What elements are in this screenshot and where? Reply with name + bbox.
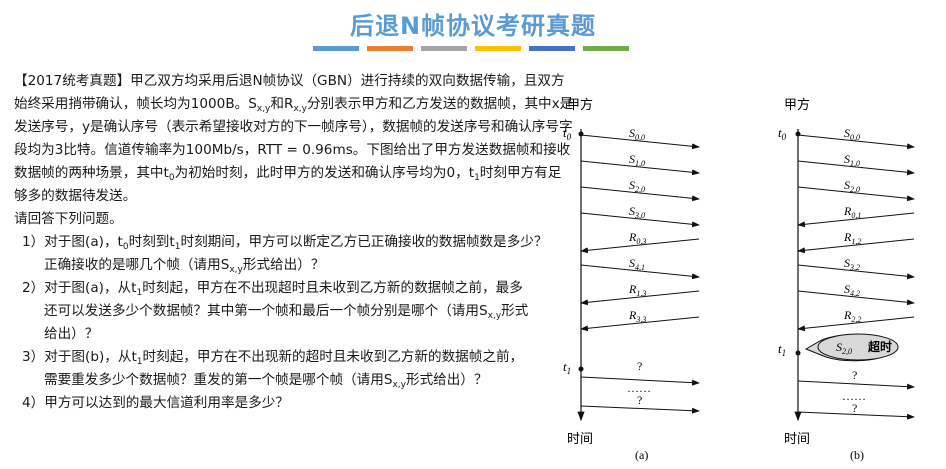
timeout-text: 超时 [867,339,892,354]
t0-label-b: t0 [778,125,787,142]
question-1: 1）对于图(a)，t0时刻到t1时刻期间，甲方可以断定乙方已正确接收的数据帧数是… [22,234,548,252]
frame-arrow [797,290,915,306]
frame-arrow [580,290,700,306]
unknown-frame-a-1: ? [637,359,642,373]
timeout-bubble [817,333,899,361]
timing-diagram-a: 甲方 t0 t1 S0,0 S1,0 S2,0 S3,0 R0,3 S4,1 R1,3 R3,… [563,97,700,462]
unknown-frame-a-2: ? [637,393,642,407]
frame-arrow [580,264,700,280]
title-color-bar [367,46,413,51]
time-label-b: 时间 [784,432,810,447]
frames-b: S0,0 S1,0 S2,0 R0,1 R1,2 S3,2 S4,2 R2,2 [797,126,915,332]
frame-arrow [797,160,915,176]
frame-label: R0,1 [843,204,861,220]
frame-label: R1,2 [843,230,861,246]
page-title: 后退N帧协议考研真题 [349,12,597,40]
question-prompt: 请回答下列问题。 [14,211,123,227]
title-color-bar [313,46,359,51]
frame-arrow [580,316,700,332]
question-2-cont: 还可以发送多少个数据帧？其中第一个帧和最后一个帧分别是哪个（请用Sx,y形式 [44,303,529,321]
party-label-a: 甲方 [567,97,593,113]
title-color-bar [583,46,629,51]
frame-arrow [797,238,915,254]
question-2-cont2: 给出）？ [44,326,99,342]
frame-arrow [580,186,700,202]
title-color-bar [421,46,467,51]
question-4: 4）甲方可以达到的最大信道利用率是多少？ [22,395,289,411]
frame-arrow [580,212,700,228]
time-label-a: 时间 [567,432,593,447]
question-intro: 【2017统考真题】甲乙双方均采用后退N帧协议（GBN）进行持续的双向数据传输，… [14,73,574,204]
frame-label: R1,3 [628,282,646,298]
frame-label: S4,1 [629,256,645,272]
arrow-after-t1-b-2 [797,411,915,420]
ellipsis-b: …… [842,389,866,403]
frame-label: S1,0 [844,152,860,168]
frame-label: S3,0 [629,204,645,220]
frame-label: S4,2 [844,282,860,298]
frames-a: S0,0 S1,0 S2,0 S3,0 R0,3 S4,1 R1,3 R3,3 [580,126,700,332]
unknown-frame-b-2: ? [852,401,857,415]
caption-a: (a) [635,448,648,462]
t1-dot-b [795,350,801,356]
frame-label: S0,0 [629,126,645,142]
frame-label: R0,3 [628,230,646,246]
title-color-bar [529,46,575,51]
frame-arrow [797,134,915,150]
frame-arrow [797,316,915,332]
frame-label: S2,0 [844,178,860,194]
frame-arrow [797,186,915,202]
frame-label: S2,0 [629,178,645,194]
arrow-after-t1-b-1 [797,380,915,390]
frame-label: R2,2 [843,308,861,324]
t0-dot-b [795,131,801,137]
frame-arrow [797,212,915,228]
t1-label-a: t1 [563,359,571,376]
timeout-frame-label: S2,0 [836,340,852,356]
question-1-cont: 正确接收的是哪几个帧（请用Sx,y形式给出）？ [44,257,325,275]
question-2: 2）对于图(a)，从t1时刻起，甲方在不出现超时且未收到乙方新的数据帧之前，最多 [22,280,523,298]
t1-label-b: t1 [778,341,786,358]
timing-diagram-b: 甲方 t0 t1 S0,0 S1,0 S2,0 R0,1 R1,2 S3,2 S4,2 R2,… [778,97,915,462]
frame-arrow [580,134,700,150]
frame-arrow [580,238,700,254]
arrow-after-t1-a-2 [580,405,700,414]
exam-question: 【2017统考真题】甲乙双方均采用后退N帧协议（GBN）进行持续的双向数据传输，… [14,70,574,415]
frame-label: S0,0 [844,126,860,142]
caption-b: (b) [850,448,864,462]
t0-dot-a [578,131,584,137]
frame-label: R3,3 [628,308,646,324]
question-3: 3）对于图(b)，从t1时刻起，甲方在不出现新的超时且未收到乙方新的数据帧之前， [22,349,524,367]
frame-label: S3,2 [844,256,860,272]
t0-label-a: t0 [563,125,572,142]
arrow-after-t1-a-1 [580,376,700,386]
unknown-frame-b-1: ? [852,368,857,382]
ellipsis-a: …… [627,381,651,395]
frame-arrow [580,160,700,176]
frame-arrow [797,264,915,280]
party-label-b: 甲方 [784,97,810,113]
question-3-cont: 需要重发多少个数据帧？重发的第一个帧是哪个帧（请用Sx,y形式给出）？ [44,372,488,390]
title-color-bar [475,46,521,51]
t1-dot-a [578,366,584,372]
frame-label: S1,0 [629,152,645,168]
